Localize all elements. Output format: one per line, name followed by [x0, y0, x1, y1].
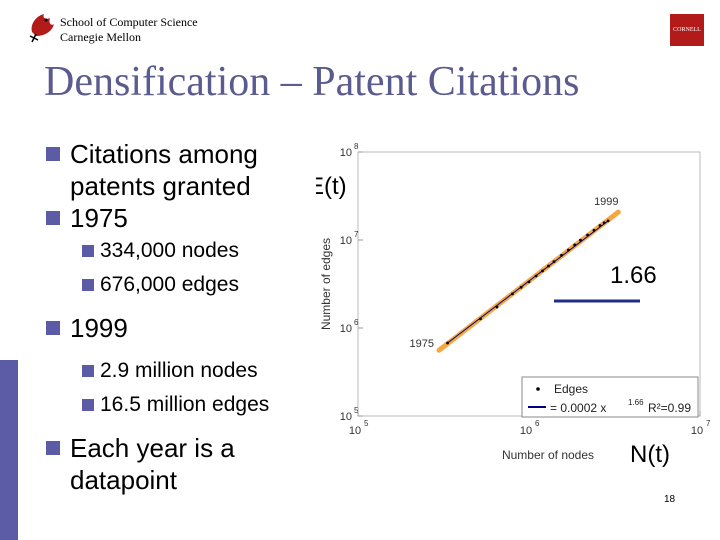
annotation-nt: N(t) — [630, 441, 670, 468]
legend-marker-points — [536, 387, 540, 391]
y-tick-exp-0: 5 — [354, 406, 359, 415]
cornell-badge: CORNELL — [670, 14, 704, 46]
bullet-datapoint-line2: datapoint — [70, 465, 177, 495]
y-tick-exp-1: 6 — [354, 318, 359, 327]
data-point-10 — [560, 253, 563, 257]
y-tick-exp-3: 8 — [354, 142, 359, 151]
data-point-3 — [511, 292, 514, 296]
y-axis-label: Number of edges — [319, 238, 333, 330]
legend-label-r2: R²=0.99 — [648, 401, 691, 415]
data-point-14 — [586, 233, 589, 237]
point-label-1999: 1999 — [594, 196, 618, 208]
legend-box — [521, 376, 699, 418]
chart-marks: 1975 1999 — [410, 196, 640, 353]
data-point-15 — [592, 228, 596, 232]
griffin-logo-icon — [29, 14, 54, 43]
slide-title: Densification – Patent Citations — [44, 59, 580, 105]
data-point-0 — [446, 341, 449, 345]
side-bar-top — [0, 0, 18, 360]
bullet-citations: Citations among patents granted — [44, 138, 314, 202]
bullet-citations-line2: patents granted — [70, 171, 251, 201]
data-point-18 — [606, 219, 610, 223]
data-point-12 — [573, 243, 577, 247]
bullet-datapoint-line1: Each year is a — [70, 433, 235, 463]
data-point-2 — [495, 305, 499, 309]
y-tick-label-1: 10 — [340, 323, 352, 335]
side-bar-bottom — [0, 360, 18, 540]
y-tick-label-3: 10 — [340, 147, 352, 159]
x-tick-label-0: 10 — [349, 425, 361, 437]
data-point-5 — [527, 280, 531, 284]
x-tick-label-2: 10 — [691, 425, 703, 437]
legend-label-fit: = 0.0002 x — [550, 401, 606, 415]
data-point-17 — [602, 221, 606, 225]
chart-legend: Edges = 0.0002 x 1.66 R²=0.99 — [521, 376, 699, 418]
data-point-8 — [547, 264, 550, 268]
data-point-11 — [567, 248, 570, 252]
x-tick-exp-2: 7 — [706, 419, 711, 428]
y-tick-exp-2: 7 — [354, 230, 359, 239]
university-name: Carnegie Mellon — [60, 30, 141, 44]
bullet-1999: 1999 — [44, 312, 314, 344]
data-point-4 — [519, 285, 523, 289]
annotation-et: E(t) — [316, 173, 347, 200]
bullet-datapoint: Each year is a datapoint — [44, 432, 314, 496]
annotation-slope: 1.66 — [610, 262, 657, 289]
data-point-1 — [479, 317, 482, 321]
legend-label-edges: Edges — [554, 382, 588, 396]
y-tick-label-0: 10 — [340, 411, 352, 423]
data-point-13 — [579, 238, 582, 242]
bullet-1975: 1975 — [44, 202, 314, 234]
data-point-6 — [534, 274, 538, 278]
sub-bullet-1975-nodes: 334,000 nodes — [44, 234, 314, 268]
school-name: School of Computer Science — [60, 15, 198, 29]
sub-bullet-1975-edges: 676,000 edges — [44, 268, 314, 302]
bullet-list: Citations among patents granted 1975 334… — [44, 138, 314, 496]
page-number: 18 — [664, 494, 676, 505]
point-label-1975: 1975 — [410, 338, 434, 350]
data-point-7 — [541, 269, 544, 273]
x-tick-exp-1: 6 — [535, 419, 540, 428]
data-point-16 — [598, 224, 602, 227]
header-text: School of Computer Science Carnegie Mell… — [60, 15, 198, 45]
bullet-citations-line1: Citations among — [70, 139, 258, 169]
data-point-9 — [552, 260, 556, 264]
x-tick-label-1: 10 — [520, 425, 532, 437]
y-tick-label-2: 10 — [340, 235, 352, 247]
x-tick-exp-0: 5 — [364, 419, 369, 428]
sub-bullet-1999-nodes: 2.9 million nodes — [44, 354, 314, 388]
x-axis-label: Number of nodes — [502, 448, 594, 462]
legend-label-fit-exponent: 1.66 — [628, 398, 644, 407]
sub-bullet-1999-edges: 16.5 million edges — [44, 388, 314, 422]
